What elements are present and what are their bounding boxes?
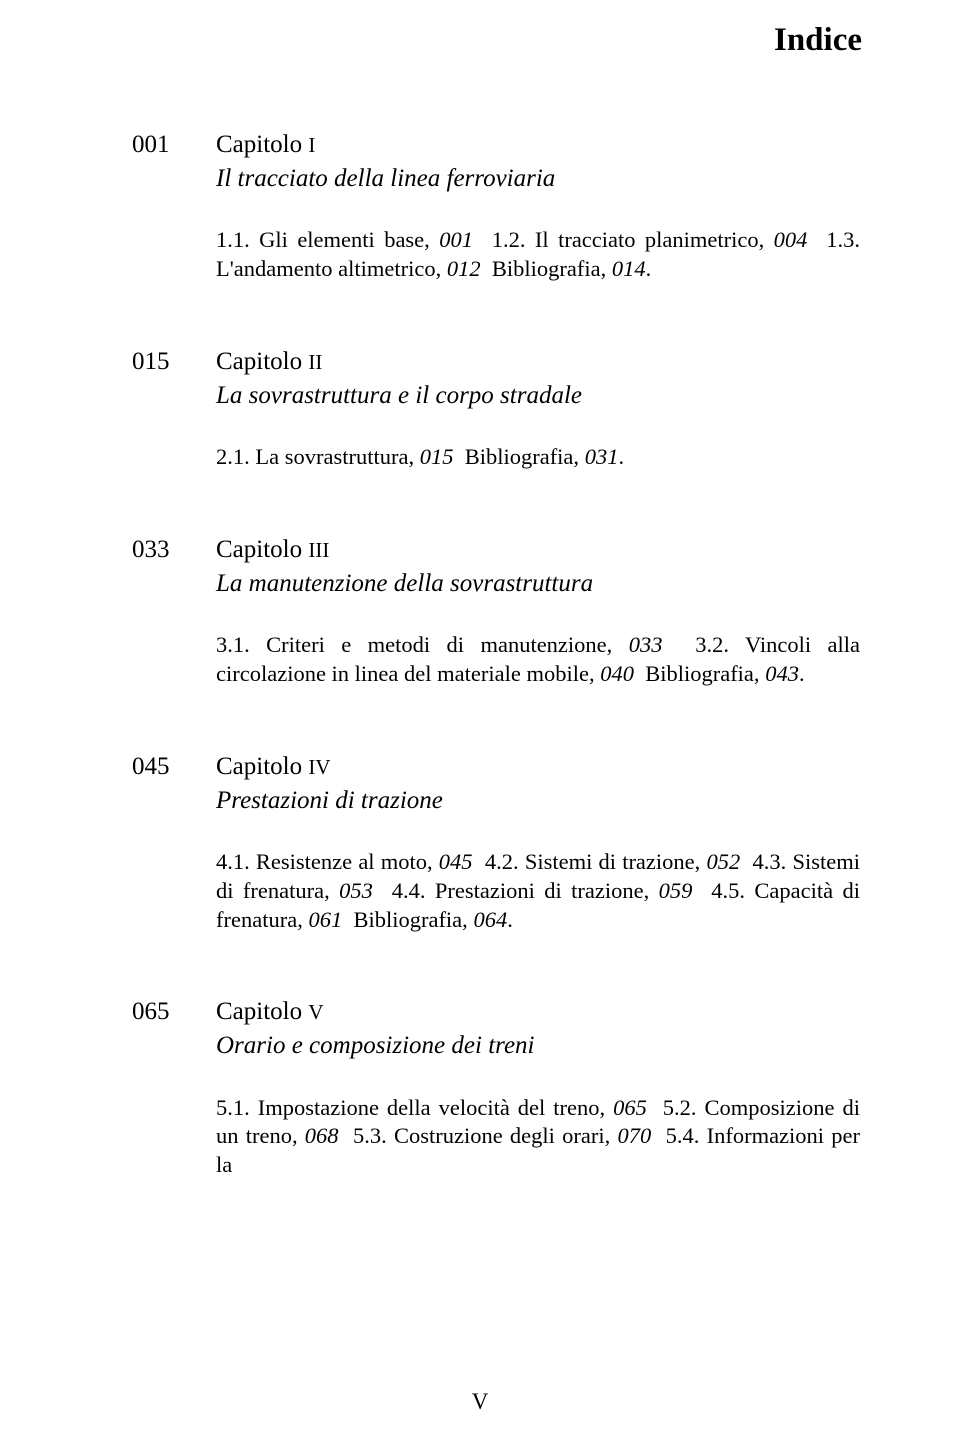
chapter-header: 001Capitolo I bbox=[132, 131, 860, 159]
chapter-page-number: 045 bbox=[132, 753, 216, 781]
page-number-footer: V bbox=[0, 1389, 960, 1415]
chapter-title: Il tracciato della linea ferroviaria bbox=[216, 163, 860, 194]
chapter-block: 015Capitolo II La sovrastruttura e il cor… bbox=[132, 348, 860, 472]
chapter-label: Capitolo bbox=[216, 536, 308, 563]
chapter-page-number: 001 bbox=[132, 131, 216, 159]
chapter-body: 3.1. Criteri e metodi di manutenzione, 0… bbox=[216, 631, 860, 689]
page-title: Indice bbox=[132, 22, 862, 59]
chapter-title: La sovrastruttura e il corpo stradale bbox=[216, 380, 860, 411]
chapter-block: 033Capitolo III La manutenzione della sov… bbox=[132, 536, 860, 689]
chapter-label: Capitolo bbox=[216, 131, 308, 158]
chapter-numeral: I bbox=[308, 133, 315, 157]
chapter-header: 045Capitolo IV bbox=[132, 753, 860, 781]
chapter-page-number: 015 bbox=[132, 348, 216, 376]
chapter-body: 2.1. La sovrastruttura, 015 Bibliografia… bbox=[216, 443, 860, 472]
chapter-numeral: III bbox=[308, 538, 329, 562]
chapter-page-number: 065 bbox=[132, 998, 216, 1026]
chapter-header: 065Capitolo V bbox=[132, 998, 860, 1026]
chapter-body: 1.1. Gli elementi base, 001 1.2. Il trac… bbox=[216, 226, 860, 284]
chapter-title: La manutenzione della sovrastruttura bbox=[216, 568, 860, 599]
chapters-list: 001Capitolo IIl tracciato della linea fe… bbox=[132, 131, 860, 1180]
chapter-label: Capitolo bbox=[216, 753, 308, 780]
document-page: Indice 001Capitolo IIl tracciato della l… bbox=[0, 0, 960, 1284]
chapter-label: Capitolo bbox=[216, 348, 308, 375]
chapter-page-number: 033 bbox=[132, 536, 216, 564]
chapter-header: 015Capitolo II bbox=[132, 348, 860, 376]
chapter-numeral: II bbox=[308, 350, 322, 374]
chapter-numeral: IV bbox=[308, 755, 330, 779]
chapter-body: 5.1. Impostazione della velocità del tre… bbox=[216, 1094, 860, 1180]
chapter-body: 4.1. Resistenze al moto, 045 4.2. Sistem… bbox=[216, 848, 860, 934]
chapter-block: 045Capitolo IV Prestazioni di trazione 4.1… bbox=[132, 753, 860, 935]
chapter-title: Orario e composizione dei treni bbox=[216, 1030, 860, 1061]
chapter-label: Capitolo bbox=[216, 998, 308, 1025]
chapter-block: 065Capitolo V Orario e composizione dei t… bbox=[132, 998, 860, 1180]
chapter-numeral: V bbox=[308, 1000, 323, 1024]
chapter-header: 033Capitolo III bbox=[132, 536, 860, 564]
chapter-title: Prestazioni di trazione bbox=[216, 785, 860, 816]
chapter-block: 001Capitolo I Il tracciato della linea fe… bbox=[132, 131, 860, 284]
